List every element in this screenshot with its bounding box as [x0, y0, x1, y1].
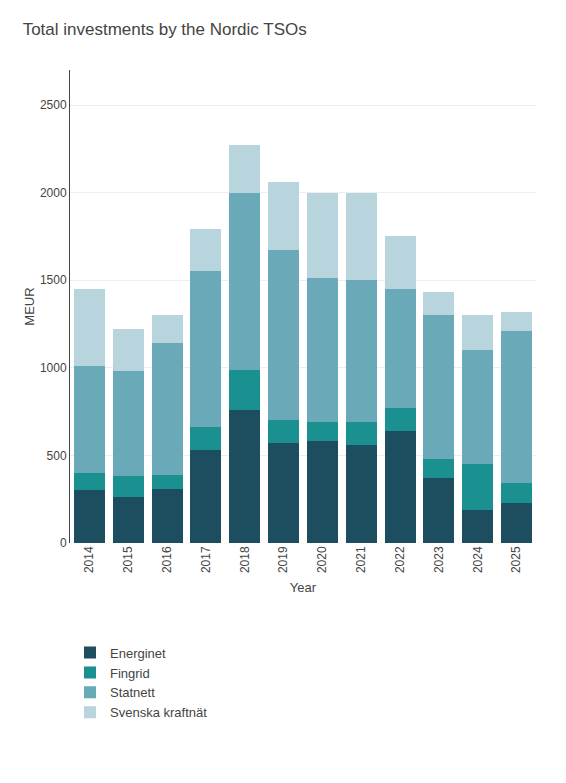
- svg-text:2023: 2023: [432, 546, 446, 573]
- svg-text:2025: 2025: [509, 546, 523, 573]
- svg-text:2018: 2018: [238, 546, 252, 573]
- svg-text:Fingrid: Fingrid: [110, 666, 150, 681]
- svg-text:2014: 2014: [82, 546, 96, 573]
- svg-text:2022: 2022: [393, 546, 407, 573]
- svg-text:2000: 2000: [40, 186, 67, 200]
- svg-text:500: 500: [47, 449, 67, 463]
- svg-text:2020: 2020: [315, 546, 329, 573]
- svg-text:Svenska kraftnät: Svenska kraftnät: [110, 705, 207, 720]
- svg-text:Total investments by the Nordi: Total investments by the Nordic TSOs: [23, 20, 307, 39]
- svg-text:Year: Year: [290, 580, 317, 595]
- svg-text:2024: 2024: [471, 546, 485, 573]
- svg-text:0: 0: [60, 536, 67, 550]
- svg-text:2021: 2021: [354, 546, 368, 573]
- svg-text:2016: 2016: [160, 546, 174, 573]
- svg-text:2015: 2015: [121, 546, 135, 573]
- svg-text:Energinet: Energinet: [110, 646, 166, 661]
- svg-text:1500: 1500: [40, 273, 67, 287]
- svg-text:2017: 2017: [199, 546, 213, 573]
- svg-text:1000: 1000: [40, 361, 67, 375]
- svg-text:Statnett: Statnett: [110, 685, 155, 700]
- svg-text:MEUR: MEUR: [22, 287, 37, 325]
- svg-text:2500: 2500: [40, 98, 67, 112]
- svg-text:2019: 2019: [276, 546, 290, 573]
